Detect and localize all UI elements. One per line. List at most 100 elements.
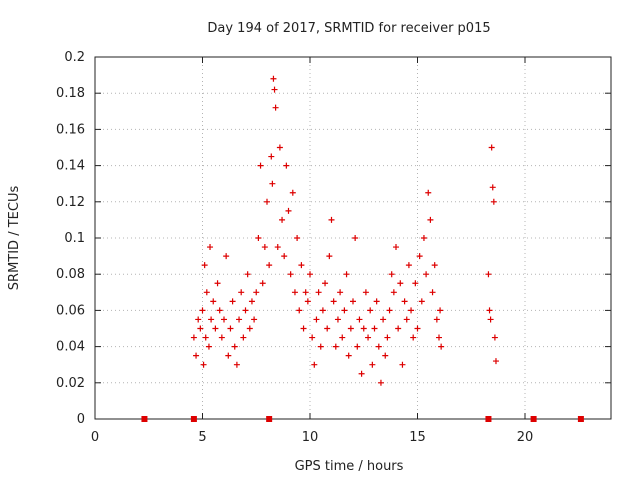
- data-point: [360, 325, 367, 332]
- data-point: [259, 280, 266, 287]
- data-point: [210, 298, 217, 305]
- data-point: [283, 162, 290, 169]
- data-point: [313, 316, 320, 323]
- data-point: [388, 271, 395, 278]
- data-point: [270, 75, 277, 82]
- zero-marker: [190, 416, 197, 422]
- data-point: [433, 316, 440, 323]
- data-point: [487, 316, 494, 323]
- data-point: [431, 262, 438, 269]
- zero-marker: [530, 416, 537, 422]
- data-point: [354, 343, 361, 350]
- data-point: [268, 153, 275, 160]
- data-point: [414, 325, 421, 332]
- chart-title: Day 194 of 2017, SRMTID for receiver p01…: [207, 21, 490, 36]
- x-tick-label: 20: [517, 430, 534, 445]
- data-point: [223, 253, 230, 260]
- data-point: [193, 352, 200, 359]
- x-tick-label: 5: [198, 430, 206, 445]
- data-point: [326, 253, 333, 260]
- y-tick-label: 0.18: [56, 86, 85, 101]
- data-point: [425, 189, 432, 196]
- data-point: [395, 325, 402, 332]
- data-point: [412, 280, 419, 287]
- data-point: [369, 361, 376, 368]
- data-point: [300, 325, 307, 332]
- data-point: [401, 298, 408, 305]
- data-point: [298, 262, 305, 269]
- data-point: [203, 289, 210, 296]
- data-points: [190, 75, 499, 386]
- data-point: [296, 307, 303, 314]
- data-point: [486, 307, 493, 314]
- data-point: [271, 86, 278, 93]
- data-point: [236, 316, 243, 323]
- x-tick-label: 15: [409, 430, 426, 445]
- y-tick-label: 0.04: [56, 340, 85, 355]
- data-point: [304, 298, 311, 305]
- data-point: [332, 343, 339, 350]
- data-point: [264, 198, 270, 205]
- data-point: [279, 216, 286, 223]
- data-point: [405, 262, 412, 269]
- data-point: [324, 325, 331, 332]
- grid-lines: [95, 57, 611, 419]
- data-point: [485, 271, 492, 278]
- data-point: [436, 334, 442, 341]
- y-tick-label: 0.06: [56, 303, 85, 318]
- data-point: [244, 271, 251, 278]
- data-point: [287, 271, 294, 278]
- data-point: [347, 325, 354, 332]
- data-point: [202, 334, 209, 341]
- data-point: [190, 334, 197, 341]
- data-point: [375, 343, 382, 350]
- data-point: [418, 298, 425, 305]
- data-point: [201, 262, 208, 269]
- data-point: [214, 280, 221, 287]
- data-point: [205, 343, 212, 350]
- data-point: [377, 379, 384, 386]
- data-point: [311, 361, 318, 368]
- axis-ticks: 0 5 10 15 20 0 0.02 0.04 0.06 0.08 0.1 0.12 0.14 0.16…: [56, 50, 611, 445]
- data-point: [437, 307, 444, 314]
- y-axis-label: SRMTID / TECUs: [7, 186, 22, 291]
- data-point: [350, 298, 356, 305]
- data-point: [251, 316, 258, 323]
- data-point: [382, 352, 389, 359]
- data-point: [420, 235, 427, 241]
- x-axis-label: GPS time / hours: [295, 459, 404, 474]
- data-point: [248, 298, 255, 305]
- x-tick-label: 10: [302, 430, 319, 445]
- data-point: [384, 334, 391, 341]
- data-point: [380, 316, 387, 323]
- data-point: [246, 325, 253, 332]
- data-point: [330, 298, 337, 305]
- data-point: [307, 271, 313, 278]
- data-point: [365, 334, 372, 341]
- data-point: [373, 298, 380, 305]
- data-point: [195, 316, 202, 323]
- data-point: [233, 361, 240, 368]
- data-point: [337, 289, 344, 296]
- data-point: [227, 325, 234, 332]
- data-point: [285, 207, 292, 214]
- data-point: [319, 307, 326, 314]
- y-tick-label: 0.14: [56, 159, 85, 174]
- data-point: [266, 262, 273, 269]
- data-point: [399, 361, 406, 368]
- data-point: [339, 334, 346, 341]
- data-point: [423, 271, 430, 278]
- y-tick-label: 0.16: [56, 122, 85, 137]
- x-tick-label: 0: [91, 430, 99, 445]
- data-point: [199, 307, 206, 314]
- data-point: [429, 289, 436, 296]
- data-point: [410, 334, 417, 341]
- y-tick-label: 0: [77, 412, 85, 427]
- data-point: [427, 216, 434, 223]
- data-point: [289, 189, 296, 196]
- data-point: [261, 244, 268, 251]
- data-point: [207, 244, 214, 251]
- data-point: [272, 104, 279, 111]
- data-point: [397, 280, 404, 287]
